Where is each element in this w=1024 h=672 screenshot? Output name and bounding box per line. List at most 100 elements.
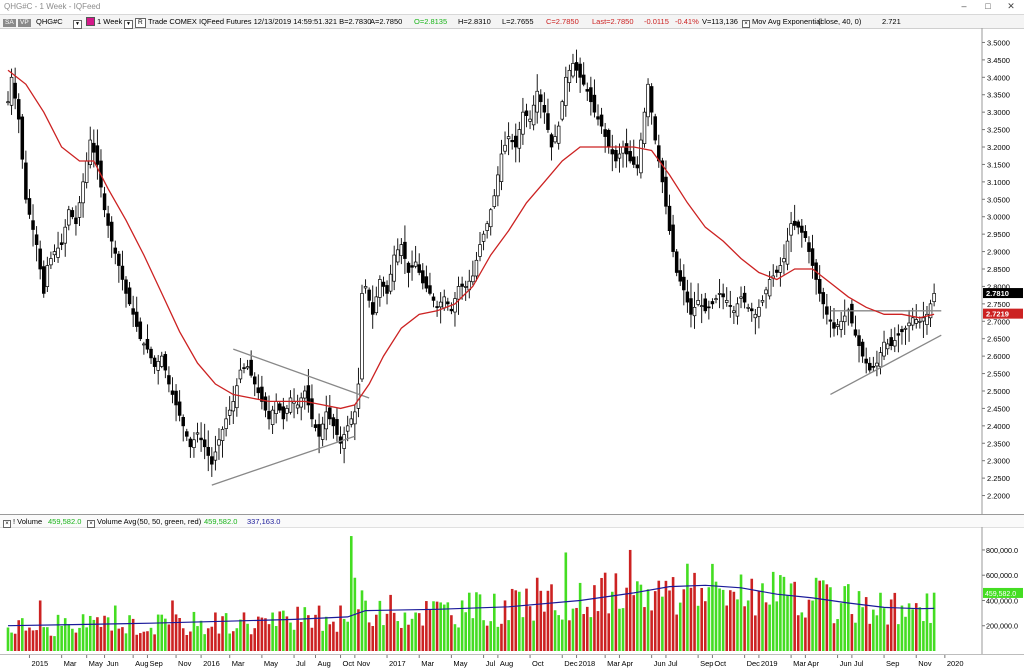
symbol-dropdown-icon[interactable]: ▼ xyxy=(73,20,82,29)
candle[interactable] xyxy=(396,238,400,266)
candle[interactable] xyxy=(252,372,257,397)
candle[interactable] xyxy=(628,140,632,164)
volume-bar[interactable] xyxy=(618,608,621,651)
candle[interactable] xyxy=(263,392,268,418)
candle[interactable] xyxy=(589,76,593,116)
volume-bar[interactable] xyxy=(575,607,578,651)
volume-bar[interactable] xyxy=(475,592,478,651)
volume-bar[interactable] xyxy=(700,587,703,651)
candle[interactable] xyxy=(674,249,679,277)
price-chart-svg[interactable]: 3.5000 3.4500 3.4000 3.3500 3.3000 3.2500 3.20… xyxy=(0,28,1024,514)
volume-bar[interactable] xyxy=(67,624,71,651)
volume-bar[interactable] xyxy=(789,583,793,651)
volume-bar[interactable] xyxy=(596,611,600,651)
interval-dropdown-icon[interactable]: ▼ xyxy=(124,20,133,29)
candle[interactable] xyxy=(753,309,758,335)
candle[interactable] xyxy=(202,423,207,460)
volume-bar[interactable] xyxy=(124,633,128,651)
candle[interactable] xyxy=(38,240,42,280)
volume-bar[interactable] xyxy=(514,590,518,651)
candle[interactable] xyxy=(792,204,797,231)
candle[interactable] xyxy=(106,205,110,238)
volume-bar[interactable] xyxy=(117,628,121,651)
volume-bar[interactable] xyxy=(650,610,653,651)
volume-bar[interactable] xyxy=(829,587,832,651)
candle[interactable] xyxy=(714,294,718,304)
candle[interactable] xyxy=(739,286,743,309)
candle[interactable] xyxy=(231,385,236,424)
candle[interactable] xyxy=(639,132,643,179)
volume-bar[interactable] xyxy=(410,618,414,651)
volume-bar[interactable] xyxy=(199,620,203,651)
candle[interactable] xyxy=(778,257,783,287)
candle[interactable] xyxy=(24,150,28,204)
candle[interactable] xyxy=(317,413,321,454)
candle[interactable] xyxy=(313,419,318,432)
candle[interactable] xyxy=(95,129,100,180)
candle[interactable] xyxy=(460,276,464,300)
candle[interactable] xyxy=(70,207,75,220)
candle[interactable] xyxy=(145,324,150,354)
candle[interactable] xyxy=(742,285,747,309)
volume-bar[interactable] xyxy=(239,619,242,651)
candle[interactable] xyxy=(564,66,568,117)
volume-bar[interactable] xyxy=(886,624,889,651)
candle[interactable] xyxy=(84,152,89,189)
volume-bar[interactable] xyxy=(242,612,246,651)
candle[interactable] xyxy=(660,157,665,194)
candle[interactable] xyxy=(56,231,60,263)
volume-bar[interactable] xyxy=(53,636,56,651)
volume-bar[interactable] xyxy=(99,626,103,651)
candle[interactable] xyxy=(160,351,164,369)
volume-bar[interactable] xyxy=(321,630,324,651)
volume-bar[interactable] xyxy=(507,620,510,651)
candle[interactable] xyxy=(821,287,826,319)
volume-bar[interactable] xyxy=(621,608,625,651)
volume-bar[interactable] xyxy=(417,613,421,651)
candle[interactable] xyxy=(578,57,582,93)
volume-bar[interactable] xyxy=(471,618,475,651)
volume-bar[interactable] xyxy=(593,585,596,651)
volume-bar[interactable] xyxy=(875,615,879,651)
volume-bar[interactable] xyxy=(718,588,721,651)
volume-bar[interactable] xyxy=(96,617,99,651)
candle[interactable] xyxy=(914,304,918,329)
volume-bar[interactable] xyxy=(839,603,843,651)
candle[interactable] xyxy=(163,351,168,379)
volume-bar[interactable] xyxy=(260,617,264,651)
candle[interactable] xyxy=(328,395,332,425)
volume-bar[interactable] xyxy=(153,634,156,651)
candle[interactable] xyxy=(52,244,57,262)
volume-bar[interactable] xyxy=(825,584,829,651)
volume-bar[interactable] xyxy=(167,624,171,651)
volume-bar[interactable] xyxy=(546,590,550,651)
candle[interactable] xyxy=(864,347,868,374)
candle[interactable] xyxy=(857,329,861,363)
candle[interactable] xyxy=(549,132,554,161)
candle[interactable] xyxy=(224,406,228,437)
volume-bar[interactable] xyxy=(235,628,239,651)
maximize-button[interactable]: □ xyxy=(985,1,991,11)
volume-bar[interactable] xyxy=(303,607,307,651)
candle[interactable] xyxy=(421,263,425,290)
volume-bar[interactable] xyxy=(729,590,732,651)
candle[interactable] xyxy=(199,422,203,452)
candle[interactable] xyxy=(803,225,808,242)
volume-bar[interactable] xyxy=(396,621,400,651)
volume-bar[interactable] xyxy=(550,584,553,651)
volume-bar[interactable] xyxy=(289,622,292,651)
candle[interactable] xyxy=(363,279,368,294)
volume-bar[interactable] xyxy=(861,607,864,651)
volume-bar[interactable] xyxy=(178,618,181,651)
volume-bar[interactable] xyxy=(918,607,922,651)
candle[interactable] xyxy=(817,265,822,302)
volume-bar[interactable] xyxy=(611,591,614,651)
candle[interactable] xyxy=(320,416,325,447)
volume-bar[interactable] xyxy=(257,616,260,651)
candle[interactable] xyxy=(303,385,307,410)
volume-bar[interactable] xyxy=(142,631,146,651)
candle[interactable] xyxy=(406,261,411,288)
volume-bar[interactable] xyxy=(582,614,585,651)
volume-bar[interactable] xyxy=(425,601,428,651)
volume-bar[interactable] xyxy=(92,619,96,651)
